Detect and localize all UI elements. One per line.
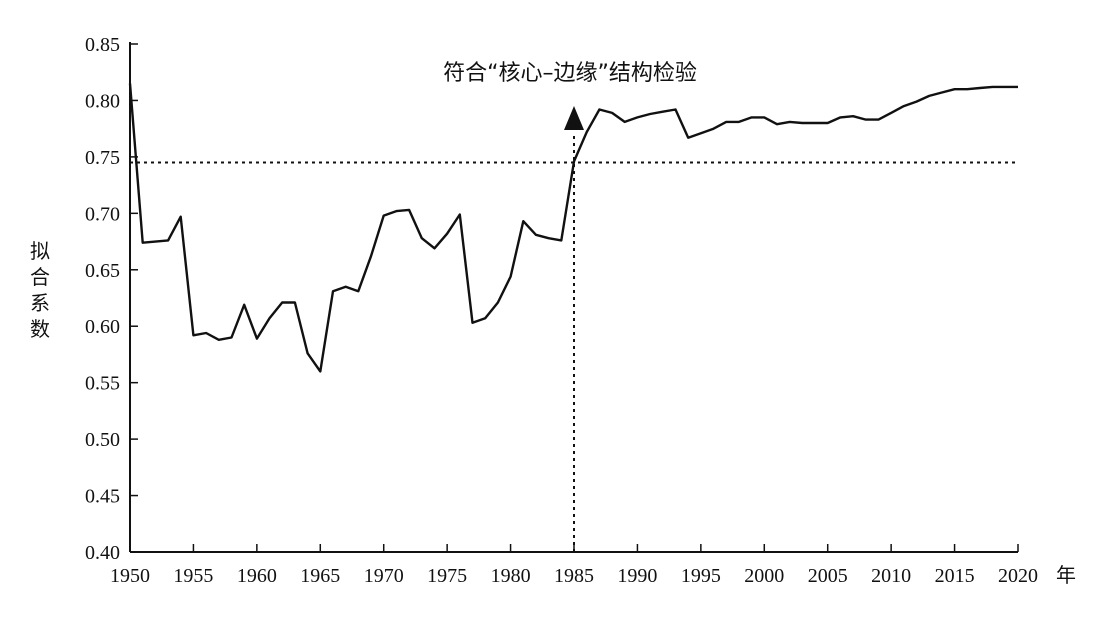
x-axis-label: 年 bbox=[1056, 563, 1076, 587]
x-tick-label-1: 1955 bbox=[173, 565, 213, 587]
series-line bbox=[128, 83, 1018, 373]
x-tick-label-0: 1950 bbox=[110, 565, 150, 587]
x-tick-label-11: 2005 bbox=[808, 565, 848, 587]
x-tick-label-10: 2000 bbox=[744, 565, 784, 587]
x-tick-label-14: 2020 bbox=[998, 565, 1038, 587]
y-tick-label-0: 0.40 bbox=[85, 542, 120, 564]
y-axis-label-char-1: 合 bbox=[30, 265, 50, 289]
x-tick-label-2: 1960 bbox=[237, 565, 277, 587]
y-tick-label-4: 0.60 bbox=[85, 316, 120, 338]
y-tick-label-8: 0.80 bbox=[85, 90, 120, 112]
y-tick-label-5: 0.65 bbox=[85, 260, 120, 282]
y-tick-label-3: 0.55 bbox=[85, 373, 120, 395]
y-axis-label-char-0: 拟 bbox=[30, 239, 50, 263]
annotation-text: 符合“核心–边缘”结构检验 bbox=[443, 61, 697, 86]
x-tick-label-9: 1995 bbox=[681, 565, 721, 587]
y-tick-label-7: 0.75 bbox=[85, 147, 120, 169]
x-tick-label-4: 1970 bbox=[364, 565, 404, 587]
x-tick-label-5: 1975 bbox=[427, 565, 467, 587]
y-axis-label: 拟合系数 bbox=[30, 239, 50, 341]
marker-arrow bbox=[564, 106, 584, 130]
x-tick-label-3: 1965 bbox=[300, 565, 340, 587]
y-axis-label-char-2: 系 bbox=[30, 291, 50, 315]
x-tick-label-7: 1985 bbox=[554, 565, 594, 587]
x-tick-label-12: 2010 bbox=[871, 565, 911, 587]
x-tick-label-13: 2015 bbox=[935, 565, 975, 587]
x-tick-label-8: 1990 bbox=[617, 565, 657, 587]
x-tick-label-6: 1980 bbox=[491, 565, 531, 587]
y-tick-label-1: 0.45 bbox=[85, 486, 120, 508]
y-axis-label-char-3: 数 bbox=[30, 317, 50, 341]
y-tick-label-2: 0.50 bbox=[85, 429, 120, 451]
y-tick-label-6: 0.70 bbox=[85, 203, 120, 225]
y-tick-label-9: 0.85 bbox=[85, 34, 120, 56]
